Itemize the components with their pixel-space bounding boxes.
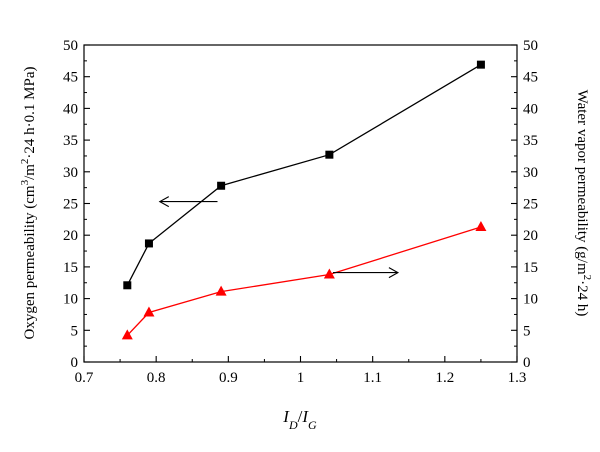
y-right-tick-label: 0 bbox=[523, 355, 531, 371]
x-tick-label: 0.8 bbox=[147, 370, 166, 386]
y-left-tick-label: 25 bbox=[63, 197, 78, 213]
x-tick-labels: 0.7 0.8 0.9 1 1.1 1.2 1.3 bbox=[75, 370, 527, 386]
triangle-marker bbox=[143, 306, 155, 317]
x-tick-label: 0.9 bbox=[219, 370, 238, 386]
square-marker bbox=[123, 281, 132, 290]
y-left-tick-label: 30 bbox=[63, 165, 78, 181]
series-water-vapor bbox=[121, 220, 487, 340]
triangle-marker bbox=[475, 220, 487, 231]
y-left-tick-label: 15 bbox=[63, 260, 78, 276]
y-right-tick-label: 20 bbox=[523, 228, 538, 244]
y-right-tick-label: 30 bbox=[523, 165, 538, 181]
square-marker bbox=[144, 239, 153, 248]
square-marker bbox=[476, 60, 485, 69]
square-marker bbox=[217, 181, 226, 190]
y-right-tick-label: 50 bbox=[523, 38, 538, 54]
y-right-tick-label: 45 bbox=[523, 70, 538, 86]
y-right-tick-label: 40 bbox=[523, 101, 538, 117]
y-left-tick-label: 50 bbox=[63, 38, 78, 54]
y-left-tick-label: 10 bbox=[63, 292, 78, 308]
x-tick-label: 1 bbox=[297, 370, 305, 386]
x-axis-title: ID/IG bbox=[282, 407, 317, 432]
x-tick-label: 1.2 bbox=[435, 370, 454, 386]
y-left-tick-label: 0 bbox=[71, 355, 79, 371]
y-right-tick-label: 5 bbox=[523, 323, 531, 339]
arrow-left-icon bbox=[158, 196, 170, 208]
axis-ticks bbox=[83, 44, 518, 363]
series-oxygen bbox=[123, 60, 485, 290]
series-layer bbox=[121, 60, 487, 340]
y-left-tick-labels: 0 5 10 15 20 25 30 35 40 45 50 bbox=[63, 38, 78, 371]
triangle-marker bbox=[323, 268, 335, 279]
y-left-tick-label: 45 bbox=[63, 70, 78, 86]
x-tick-label: 0.7 bbox=[75, 370, 94, 386]
y-left-tick-label: 5 bbox=[71, 323, 79, 339]
triangle-marker bbox=[215, 285, 227, 296]
y-right-tick-label: 25 bbox=[523, 197, 538, 213]
x-tick-label: 1.3 bbox=[508, 370, 527, 386]
y-right-tick-label: 15 bbox=[523, 260, 538, 276]
y-right-axis-title: Water vapor permeability (g/m2·24 h) bbox=[574, 90, 593, 317]
y-left-tick-label: 20 bbox=[63, 228, 78, 244]
y-left-axis-title: Oxygen permeability (cm3/m2·24 h·0.1 MPa… bbox=[19, 66, 38, 339]
y-right-tick-label: 10 bbox=[523, 292, 538, 308]
arrow-right-icon bbox=[388, 267, 400, 279]
series-line bbox=[126, 64, 482, 286]
x-tick-label: 1.1 bbox=[363, 370, 382, 386]
y-left-tick-label: 40 bbox=[63, 101, 78, 117]
y-right-tick-label: 35 bbox=[523, 133, 538, 149]
square-marker bbox=[325, 150, 334, 159]
annotation-arrows bbox=[158, 196, 400, 279]
series-line bbox=[126, 226, 482, 336]
y-right-tick-labels: 0 5 10 15 20 25 30 35 40 45 50 bbox=[523, 38, 538, 371]
y-left-tick-label: 35 bbox=[63, 133, 78, 149]
triangle-marker bbox=[121, 329, 133, 340]
